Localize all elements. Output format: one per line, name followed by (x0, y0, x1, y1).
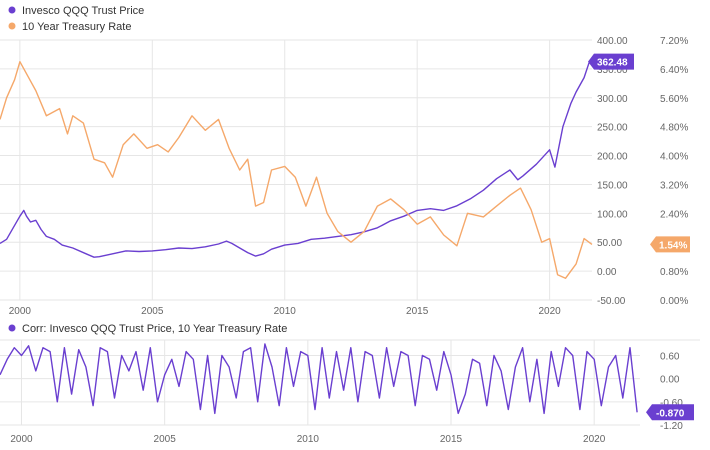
bottom-ytick-label: 0.60 (660, 351, 680, 362)
bottom-chart: 0.60 0.00 -0.60 -1.20 2000 2005 2010 2015 2020 -0… (0, 323, 700, 445)
bottom-xtick-label: 2000 (10, 434, 33, 445)
top-xtick-label: 2000 (9, 306, 32, 317)
qqq-last-value-label: 362.48 (597, 58, 628, 69)
top-ytick-left-label: -50.00 (597, 296, 626, 307)
top-ytick-left-label: 300.00 (597, 94, 628, 105)
treasury-last-value-badge: 1.54% (650, 236, 690, 253)
top-ytick-right-label: 0.00% (660, 296, 688, 307)
top-ytick-left-label: 50.00 (597, 238, 622, 249)
top-ytick-right-label: 4.80% (660, 123, 688, 134)
treasury-last-value-label: 1.54% (659, 240, 687, 251)
legend-label: 10 Year Treasury Rate (22, 21, 131, 33)
top-ytick-left-label: 150.00 (597, 180, 628, 191)
top-xtick-label: 2015 (406, 306, 429, 317)
treasury-rate-line (0, 61, 593, 279)
top-ytick-right-label: 6.40% (660, 65, 688, 76)
bottom-ytick-label: -1.20 (660, 421, 683, 432)
top-ytick-left-label: 0.00 (597, 267, 617, 278)
top-ytick-left-label: 250.00 (597, 123, 628, 134)
bottom-ytick-label: 0.00 (660, 375, 680, 386)
top-ytick-left-label: 200.00 (597, 152, 628, 163)
bottom-ytick-label: -0.60 (660, 398, 683, 409)
top-ytick-right-label: 3.20% (660, 180, 688, 191)
top-ytick-left-label: 100.00 (597, 209, 628, 220)
legend-marker (8, 324, 16, 332)
bottom-xtick-label: 2010 (297, 434, 320, 445)
top-xtick-label: 2005 (141, 306, 164, 317)
correlation-last-value-badge: -0.870 (646, 404, 694, 421)
legend-marker (8, 6, 16, 14)
top-ytick-right-label: 2.40% (660, 209, 688, 220)
top-xtick-label: 2010 (274, 306, 297, 317)
qqq-last-value-badge: 362.48 (588, 53, 634, 70)
bottom-xtick-label: 2005 (154, 434, 177, 445)
top-ytick-right-label: 5.60% (660, 94, 688, 105)
top-ytick-right-label: 7.20% (660, 36, 688, 47)
bottom-xtick-label: 2020 (583, 434, 606, 445)
top-ytick-right-label: 0.80% (660, 267, 688, 278)
top-xtick-label: 2020 (538, 306, 561, 317)
correlation-line (0, 343, 638, 415)
legend-marker (8, 22, 16, 30)
legend-label: Invesco QQQ Trust Price (22, 5, 144, 17)
legend-label: Corr: Invesco QQQ Trust Price, 10 Year T… (22, 323, 287, 335)
qqq-price-line (0, 61, 591, 258)
top-ytick-right-label: 4.00% (660, 152, 688, 163)
top-chart: 400.00 350.00 300.00 250.00 200.00 150.00 100.… (0, 5, 690, 317)
bottom-xtick-label: 2015 (440, 434, 463, 445)
top-ytick-left-label: 400.00 (597, 36, 628, 47)
correlation-last-value-label: -0.870 (656, 408, 685, 419)
top-ytick-left-label: 350.00 (597, 65, 628, 76)
